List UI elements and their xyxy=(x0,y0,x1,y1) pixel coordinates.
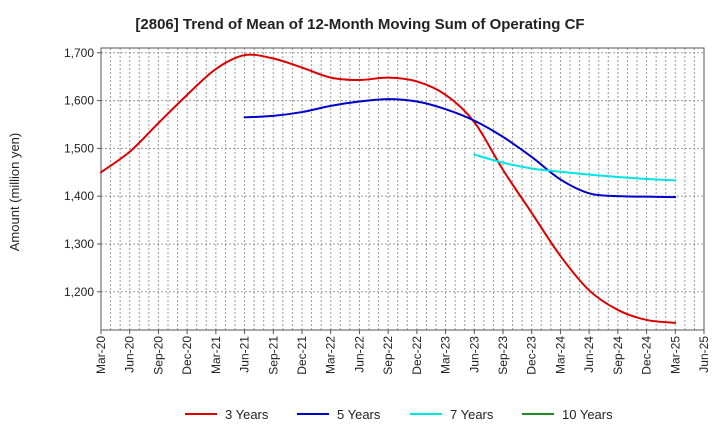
y-axis-ticks: 1,200 1,300 1,400 1,500 1,600 1,700 xyxy=(64,46,101,299)
y-tick-label: 1,700 xyxy=(64,46,94,60)
legend-label-10-years: 10 Years xyxy=(562,407,613,422)
x-tick-label: Sep-20 xyxy=(151,336,165,375)
y-tick-label: 1,600 xyxy=(64,94,94,108)
y-tick-label: 1,500 xyxy=(64,141,94,155)
x-tick-label: Mar-21 xyxy=(209,336,223,374)
x-tick-label: Mar-25 xyxy=(668,336,682,374)
x-tick-label: Mar-23 xyxy=(439,336,453,374)
y-axis-label: Amount (million yen) xyxy=(7,133,22,252)
x-tick-label: Dec-23 xyxy=(525,336,539,375)
series-lines xyxy=(100,53,677,324)
x-tick-label: Sep-22 xyxy=(381,336,395,375)
x-tick-label: Sep-21 xyxy=(266,336,280,375)
x-tick-label: Dec-21 xyxy=(295,336,309,375)
y-tick-label: 1,300 xyxy=(64,237,94,251)
x-axis-ticks: Mar-20 Jun-20 Sep-20 Dec-20 Mar-21 Jun-21 Sep-… xyxy=(94,330,711,375)
series-line-5-years xyxy=(243,98,677,199)
plot-area-frame xyxy=(100,47,705,331)
x-tick-label: Dec-20 xyxy=(180,336,194,375)
x-tick-label: Mar-22 xyxy=(324,336,338,374)
x-tick-label: Jun-23 xyxy=(467,336,481,373)
chart-title: [2806] Trend of Mean of 12-Month Moving … xyxy=(135,16,584,33)
legend-label-3-years: 3 Years xyxy=(225,407,269,422)
x-tick-label: Jun-20 xyxy=(123,336,137,373)
y-tick-label: 1,200 xyxy=(64,285,94,299)
y-tick-label: 1,400 xyxy=(64,189,94,203)
series-line-7-years xyxy=(473,153,677,182)
x-tick-label: Mar-24 xyxy=(553,336,567,374)
gridlines xyxy=(101,48,704,330)
x-tick-label: Mar-20 xyxy=(94,336,108,374)
x-tick-label: Dec-22 xyxy=(410,336,424,375)
x-tick-label: Dec-24 xyxy=(640,336,654,375)
legend-label-5-years: 5 Years xyxy=(337,407,381,422)
x-tick-label: Sep-23 xyxy=(496,336,510,375)
series-line-3-years xyxy=(100,53,677,324)
x-tick-label: Jun-22 xyxy=(352,336,366,373)
legend: 3 Years 5 Years 7 Years 10 Years xyxy=(185,407,613,422)
x-tick-label: Jun-25 xyxy=(697,336,711,373)
x-tick-label: Jun-21 xyxy=(238,336,252,373)
legend-label-7-years: 7 Years xyxy=(450,407,494,422)
x-tick-label: Jun-24 xyxy=(582,336,596,373)
x-tick-label: Sep-24 xyxy=(611,336,625,375)
